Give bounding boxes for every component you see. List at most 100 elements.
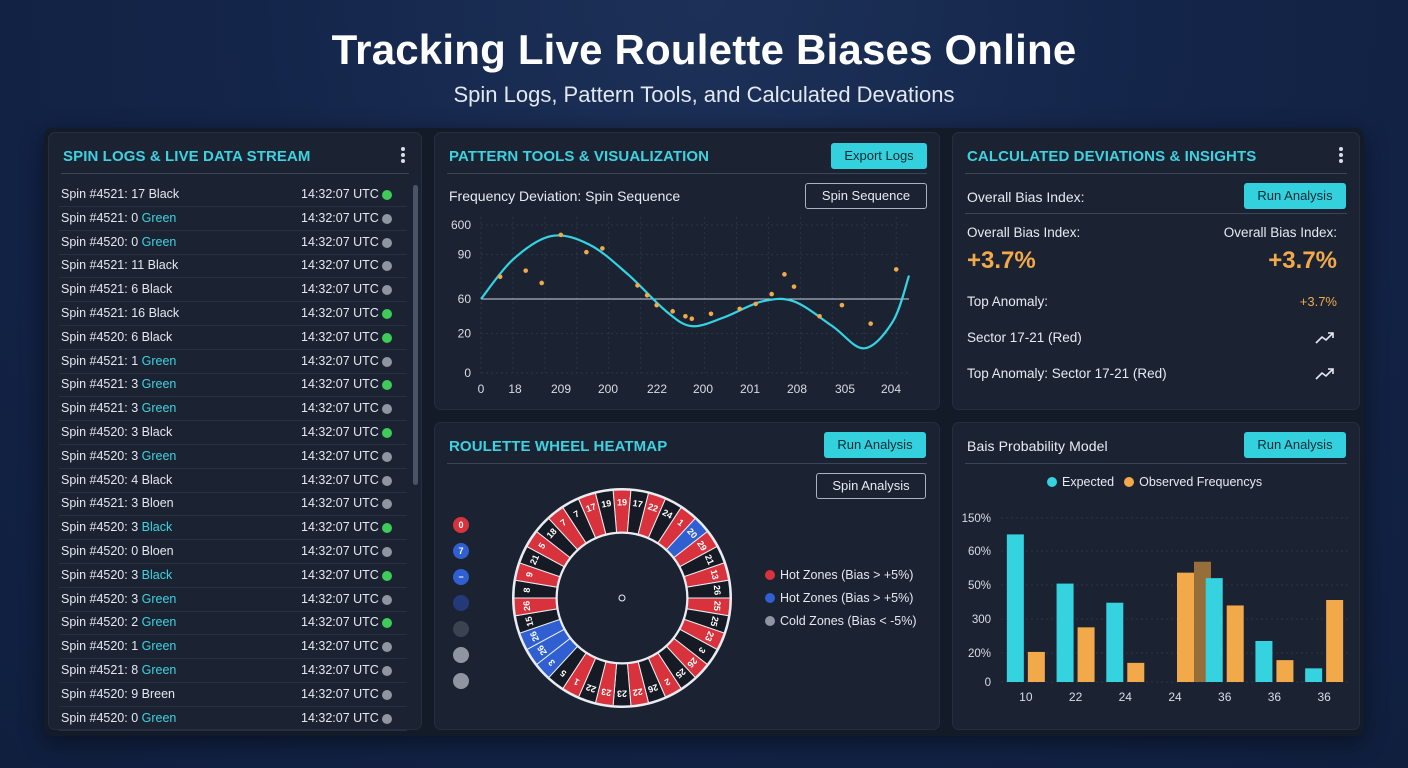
- y-tick-label: 50%: [968, 580, 991, 592]
- legend-swatch-icon: [765, 570, 775, 580]
- export-logs-button[interactable]: Export Logs: [831, 143, 927, 169]
- spin-log-row[interactable]: Spin #4521: 16 Black 14:32:07 UTC: [59, 302, 407, 326]
- divider: [447, 173, 927, 174]
- bar: [1077, 627, 1095, 682]
- spin-log-row[interactable]: Spin #4520: 0 Green 14:32:07 UTC: [59, 707, 407, 731]
- spin-sequence-button[interactable]: Spin Sequence: [805, 183, 927, 209]
- spin-log-scrollbar[interactable]: [413, 185, 418, 485]
- spin-log-row[interactable]: Spin #4521: 3 Bloen 14:32:07 UTC: [59, 492, 407, 517]
- spin-log-row[interactable]: Spin #4520: 3 Green 14:32:07 UTC: [59, 445, 407, 469]
- spin-number: Spin #4520: 3: [61, 520, 142, 535]
- pocket-number: 20: [685, 526, 699, 540]
- spin-log-row[interactable]: Spin #4520: 6 Black 14:32:07 UTC: [59, 326, 407, 350]
- trend-up-icon: [1315, 368, 1334, 380]
- legend-swatch-icon: [1124, 477, 1135, 487]
- data-point: [600, 246, 605, 251]
- bar: [1226, 605, 1244, 682]
- number-indicator[interactable]: −: [453, 569, 469, 585]
- spin-log-row[interactable]: Spin #4521: 17 Black 14:32:07 UTC: [59, 183, 407, 207]
- run-analysis-button[interactable]: Run Analysis: [1244, 432, 1346, 458]
- pocket-number: 26: [647, 682, 660, 695]
- spin-number: Spin #4520: 4: [61, 472, 142, 487]
- status-dot-icon: [382, 499, 392, 510]
- number-indicator[interactable]: [453, 595, 469, 611]
- spin-log-row[interactable]: Spin #4520: 3 Black 14:32:07 UTC: [59, 421, 407, 445]
- spin-number: Spin #4520: 1: [61, 639, 142, 654]
- spin-log-row[interactable]: Spin #4520: 0 Green 14:32:07 UTC: [59, 231, 407, 255]
- x-tick-label: 208: [787, 382, 807, 396]
- pattern-tools-panel: PATTERN TOOLS & VISUALIZATION Export Log…: [434, 132, 940, 410]
- run-analysis-button[interactable]: Run Analysis: [1244, 183, 1346, 209]
- spin-log-row[interactable]: Spin #4520: 3 Green 14:32:07 UTC: [59, 588, 407, 612]
- spin-log-row[interactable]: Spin #4521: 1 Green 14:32:07 UTC: [59, 350, 407, 374]
- divider: [61, 173, 409, 174]
- data-point: [683, 313, 688, 319]
- page-title: Tracking Live Roulette Biases Online: [331, 26, 1077, 73]
- more-options-icon[interactable]: [401, 147, 405, 163]
- pocket-number: 25: [709, 615, 721, 627]
- pocket-number: 1: [676, 517, 686, 528]
- top-anomaly-label: Top Anomaly:: [967, 294, 1049, 309]
- legend-label: Cold Zones (Bias < -5%): [780, 614, 917, 628]
- pocket-number: 17: [585, 501, 598, 514]
- page-subtitle: Spin Logs, Pattern Tools, and Calculated…: [453, 82, 955, 107]
- spin-log-row[interactable]: Spin #4521: 3 Green 14:32:07 UTC: [59, 373, 407, 398]
- pocket-number: 15: [523, 615, 535, 627]
- spin-log-row[interactable]: Spin #4520: 3 Black 14:32:07 UTC: [59, 516, 407, 541]
- bias-probability-chart: 150% 60% 50% 300 20% 0 10 22 24 24 36 36 36: [962, 513, 1349, 704]
- data-point: [868, 321, 873, 326]
- spin-log-row[interactable]: Spin #4520: 1 Green 14:32:07 UTC: [59, 635, 407, 660]
- top-anomaly-value: +3.7%: [1299, 294, 1337, 309]
- spin-log-row[interactable]: Spin #4521: 6 Black 14:32:07 UTC: [59, 278, 407, 303]
- data-point: [558, 232, 564, 238]
- spin-color: Bloen: [141, 496, 174, 511]
- spin-result: Spin #4521: 16 Black: [61, 306, 179, 320]
- pocket-number: 25: [712, 600, 723, 611]
- spin-color: Breen: [141, 686, 175, 701]
- number-indicator[interactable]: 7: [453, 543, 469, 559]
- spin-log-row[interactable]: Spin #4520: 0 Bloen 14:32:07 UTC: [59, 540, 407, 564]
- legend-label: Hot Zones (Bias > +5%): [780, 568, 914, 582]
- spin-log-row[interactable]: Spin #4521: 11 Black 14:32:07 UTC: [59, 254, 407, 279]
- spin-timestamp: 14:32:07 UTC: [301, 401, 379, 416]
- spin-timestamp: 14:32:07 UTC: [301, 234, 379, 249]
- bar: [1127, 662, 1145, 682]
- number-indicator[interactable]: [453, 621, 469, 637]
- number-indicator[interactable]: [453, 673, 469, 689]
- pocket-number: 1: [572, 676, 581, 687]
- bar: [1027, 651, 1045, 682]
- spin-timestamp: 14:32:07 UTC: [301, 615, 379, 630]
- status-dot-icon: [382, 666, 392, 676]
- spin-log-row[interactable]: Spin #4520: 9 Breen 14:32:07 UTC: [59, 683, 407, 707]
- spin-timestamp: 14:32:07 UTC: [301, 306, 379, 320]
- spin-color: Black: [141, 520, 173, 535]
- data-point: [782, 272, 787, 277]
- spin-log-row[interactable]: Spin #4520: 2 Green 14:32:07 UTC: [59, 611, 407, 636]
- status-dot-icon: [382, 594, 392, 605]
- status-dot-icon: [382, 237, 392, 248]
- more-options-icon[interactable]: [1339, 147, 1343, 163]
- spin-timestamp: 14:32:07 UTC: [301, 282, 379, 297]
- spin-result: Spin #4520: 3 Green: [61, 592, 176, 606]
- status-dot-icon: [382, 380, 392, 391]
- spin-log-row[interactable]: Spin #4521: 3 Green 14:32:07 UTC: [59, 397, 407, 422]
- run-analysis-button[interactable]: Run Analysis: [824, 432, 926, 458]
- spin-log-row[interactable]: Spin #4520: 4 Black 14:32:07 UTC: [59, 469, 407, 493]
- pocket-number: 18: [545, 526, 559, 540]
- spin-log-row[interactable]: Spin #4520: 3 Black 14:32:07 UTC: [59, 564, 407, 588]
- bar: [1305, 668, 1323, 682]
- spin-log-row[interactable]: Spin #4521: 8 Green 14:32:07 UTC: [59, 659, 407, 683]
- pocket-number: 21: [703, 553, 716, 566]
- number-indicator[interactable]: [453, 647, 469, 663]
- spin-analysis-button[interactable]: Spin Analysis: [816, 473, 926, 499]
- spin-result: Spin #4520: 3 Black: [61, 425, 172, 439]
- x-tick-label: 0: [478, 382, 485, 396]
- divider: [965, 463, 1347, 464]
- spin-log-row[interactable]: Spin #4521: 0 Green 14:32:07 UTC: [59, 207, 407, 231]
- number-indicator[interactable]: 0: [453, 517, 469, 533]
- pocket-number: 13: [709, 568, 721, 580]
- spin-number: Spin #4520: 6: [61, 329, 142, 344]
- status-dot-icon: [382, 475, 392, 486]
- spin-timestamp: 14:32:07 UTC: [301, 663, 379, 677]
